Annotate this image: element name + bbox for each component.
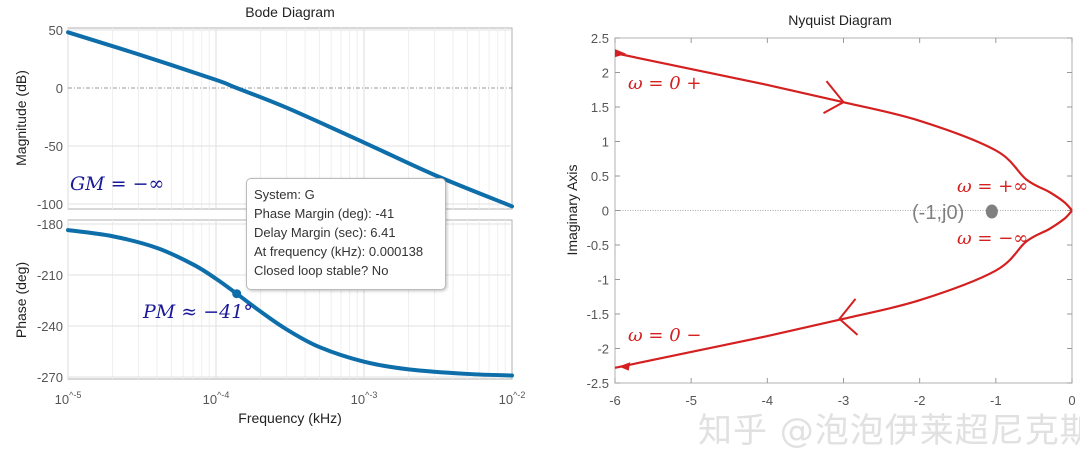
y-tick-label: -0.5 bbox=[587, 238, 609, 253]
y-tick-label: 1 bbox=[602, 135, 609, 150]
x-tick-label: 0 bbox=[1068, 393, 1075, 408]
x-tick-label: -6 bbox=[609, 393, 621, 408]
omega-0-plus-label: ω = 0 + bbox=[628, 73, 701, 94]
phase-curve bbox=[66, 228, 514, 378]
datatip-line: Phase Margin (deg): -41 bbox=[254, 206, 395, 221]
datatip-line: Closed loop stable? No bbox=[254, 263, 389, 278]
direction-arrow-icon bbox=[823, 80, 846, 115]
arrowhead-icon bbox=[615, 49, 627, 58]
critical-point-label: (-1,j0) bbox=[912, 202, 964, 224]
omega-minus-inf-label: ω = −∞ bbox=[957, 228, 1028, 249]
direction-arrow-icon bbox=[838, 298, 859, 336]
datatip-line: System: G bbox=[254, 187, 315, 202]
datatip-line: Delay Margin (sec): 6.41 bbox=[254, 225, 396, 240]
omega-plus-inf-label: ω = +∞ bbox=[957, 176, 1028, 197]
bode-title: Bode Diagram bbox=[245, 4, 335, 20]
x-tick-label: 10^-5 bbox=[55, 390, 82, 407]
datatip-line: At frequency (kHz): 0.000138 bbox=[254, 244, 424, 259]
y-tick-label: -180 bbox=[37, 217, 63, 232]
x-tick-label: -1 bbox=[990, 393, 1002, 408]
x-tick-label: 10^-2 bbox=[499, 390, 526, 407]
y-tick-label: -2 bbox=[597, 342, 609, 357]
y-tick-label: -240 bbox=[37, 319, 63, 334]
y-tick-label: 0.5 bbox=[591, 169, 609, 184]
gm-annotation: GM = −∞ bbox=[70, 173, 164, 195]
datatip: System: G Phase Margin (deg): -41 Delay … bbox=[246, 178, 446, 290]
watermark: 知乎 @泡泡伊莱超尼克斯 bbox=[698, 411, 1080, 451]
critical-point-marker bbox=[985, 204, 998, 219]
frequency-xlabel: Frequency (kHz) bbox=[238, 410, 341, 426]
x-tick-label: -3 bbox=[838, 393, 850, 408]
y-tick-label: -210 bbox=[37, 268, 63, 283]
omega-0-minus-label: ω = 0 − bbox=[628, 325, 701, 346]
magnitude-ylabel: Magnitude (dB) bbox=[13, 70, 29, 166]
phase-ylabel: Phase (deg) bbox=[13, 262, 29, 338]
x-tick-label: 10^-4 bbox=[203, 390, 230, 407]
datatip-marker bbox=[232, 289, 242, 299]
x-tick-label: -2 bbox=[914, 393, 926, 408]
arrowhead-icon bbox=[618, 362, 631, 371]
y-tick-label: 2.5 bbox=[591, 31, 609, 46]
y-tick-label: 1.5 bbox=[591, 100, 609, 115]
x-tick-label: 10^-3 bbox=[351, 390, 378, 407]
y-tick-label: 0 bbox=[56, 81, 63, 96]
y-tick-label: -50 bbox=[44, 139, 63, 154]
x-tick-label: -4 bbox=[762, 393, 774, 408]
magnitude-curve bbox=[66, 30, 514, 209]
nyquist-lower-curve bbox=[614, 209, 1073, 369]
y-tick-label: 50 bbox=[49, 23, 63, 38]
y-tick-label: 0 bbox=[602, 204, 609, 219]
nyquist-upper-curve bbox=[614, 52, 1073, 212]
pm-annotation: PM ≈ −41° bbox=[142, 301, 253, 323]
y-tick-label: -2.5 bbox=[587, 376, 609, 391]
y-tick-label: -100 bbox=[37, 197, 63, 212]
imaginary-axis-label: Imaginary Axis bbox=[564, 164, 580, 255]
y-tick-label: 2 bbox=[602, 66, 609, 81]
nyquist-title: Nyquist Diagram bbox=[788, 12, 891, 28]
y-tick-label: -270 bbox=[37, 370, 63, 385]
y-tick-label: -1 bbox=[597, 273, 609, 288]
y-tick-label: -1.5 bbox=[587, 307, 609, 322]
x-tick-label: -5 bbox=[685, 393, 697, 408]
